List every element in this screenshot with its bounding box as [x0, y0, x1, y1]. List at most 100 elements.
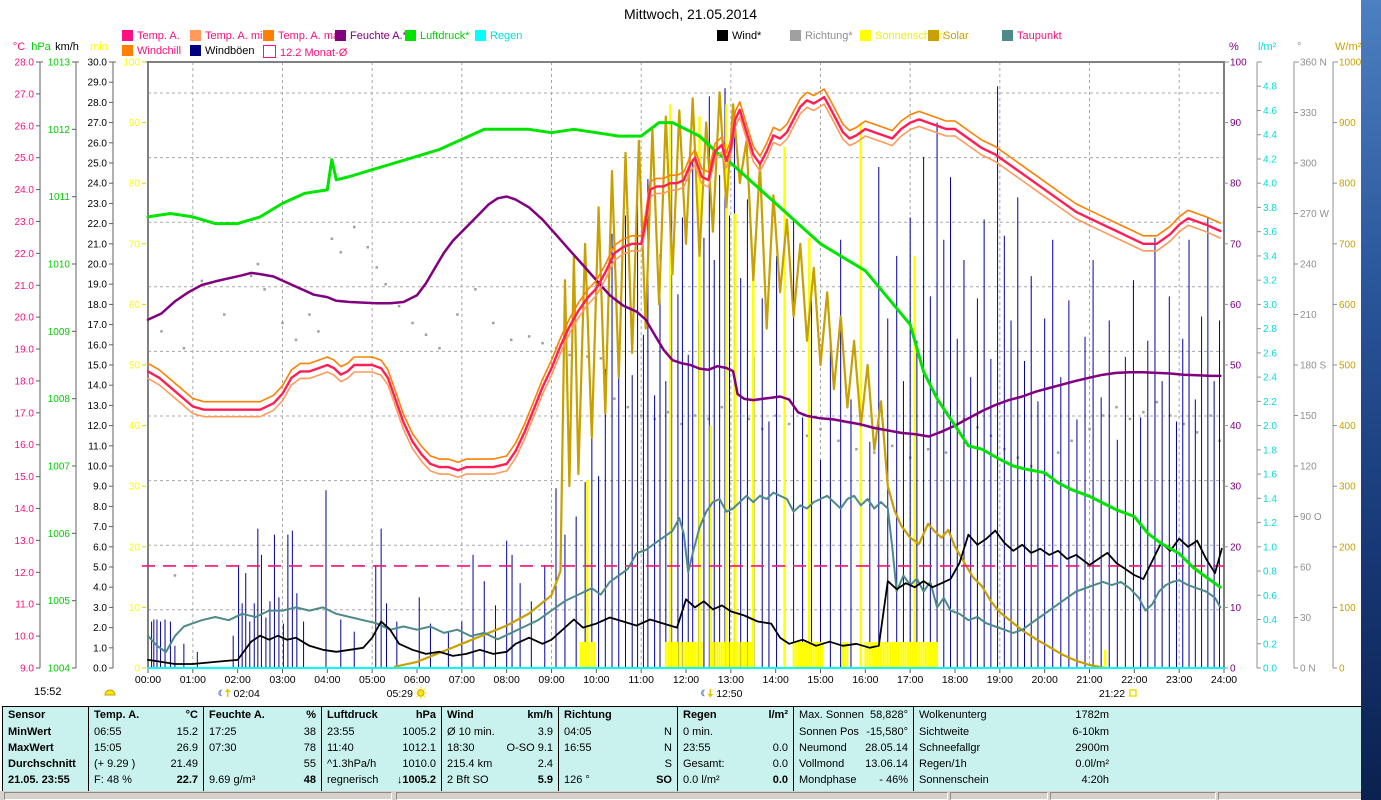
svg-text:1000: 1000	[1339, 58, 1362, 69]
svg-text:7.0: 7.0	[93, 522, 107, 533]
legend-item: Windböen	[190, 45, 255, 57]
legend-swatch-icon	[190, 45, 201, 56]
svg-text:30: 30	[1230, 482, 1242, 493]
svg-text:25.0: 25.0	[88, 159, 108, 170]
svg-text:50: 50	[1230, 361, 1242, 372]
table-row: Schneefallgr 2900m	[919, 742, 1109, 754]
svg-text:4.8: 4.8	[1263, 82, 1277, 93]
table-row: Vollmond 13.06.14	[799, 758, 908, 770]
table-column: Luftdruck hPa 23:55 1005.2 11:40 1012.1 ^1.3hP…	[322, 707, 442, 791]
richtung-series	[160, 225, 1221, 577]
svg-text:4.6: 4.6	[1263, 106, 1277, 117]
svg-text:1011: 1011	[48, 192, 70, 203]
svg-text:22:00: 22:00	[1121, 674, 1147, 686]
svg-text:3.6: 3.6	[1263, 227, 1277, 238]
windböen-series	[151, 86, 1221, 668]
svg-text:1.0: 1.0	[93, 643, 107, 654]
svg-text:00:00: 00:00	[135, 674, 161, 686]
table-row: Neumond 28.05.14	[799, 742, 908, 754]
svg-text:3.0: 3.0	[93, 603, 107, 614]
svg-text:20: 20	[1230, 542, 1242, 553]
svg-text:60: 60	[1300, 563, 1312, 574]
status-panel	[1218, 792, 1376, 800]
svg-text:07:00: 07:00	[449, 674, 475, 686]
table-row: MinWert	[8, 726, 52, 738]
table-row: (+ 9.29 ) 21.49	[94, 758, 198, 770]
svg-text:24.0: 24.0	[15, 185, 35, 196]
svg-text:28.0: 28.0	[15, 58, 35, 69]
svg-text:6.0: 6.0	[93, 542, 107, 553]
svg-text:19.0: 19.0	[88, 280, 108, 291]
svg-text:150: 150	[1300, 411, 1317, 422]
table-row: Regen/1h 0.0l/m²	[919, 758, 1109, 770]
svg-text:40: 40	[129, 421, 141, 432]
svg-text:2.6: 2.6	[1263, 348, 1277, 359]
svg-text:10:00: 10:00	[583, 674, 609, 686]
status-panel	[4, 792, 392, 800]
svg-text:15.0: 15.0	[15, 472, 35, 483]
temp-a--series	[146, 95, 1222, 472]
status-bar	[0, 791, 1381, 800]
legend-item: Taupunkt	[1002, 30, 1062, 42]
svg-text:°C: °C	[13, 41, 25, 53]
table-row: 215.4 km 2.4	[447, 758, 553, 770]
svg-text:5.0: 5.0	[93, 563, 107, 574]
table-row: 55	[303, 758, 316, 770]
svg-text:360 N: 360 N	[1300, 58, 1327, 69]
svg-text:22.0: 22.0	[15, 249, 35, 260]
svg-text:25.0: 25.0	[15, 153, 35, 164]
svg-text:W/m²: W/m²	[1335, 41, 1362, 53]
svg-text:22.0: 22.0	[88, 219, 108, 230]
svg-text:100: 100	[1230, 58, 1247, 69]
legend-label: Temp. A.	[137, 30, 180, 42]
legend-label: Windchill	[137, 45, 182, 57]
legend-swatch-icon	[717, 30, 728, 41]
svg-text:06:00: 06:00	[404, 674, 430, 686]
svg-text:180 S: 180 S	[1300, 361, 1326, 372]
svg-text:10.0: 10.0	[88, 462, 108, 473]
svg-text:16:00: 16:00	[852, 674, 878, 686]
table-row: 07:30 78	[209, 742, 316, 754]
svg-text:28.0: 28.0	[88, 98, 108, 109]
svg-text:min: min	[90, 41, 108, 53]
svg-text:100: 100	[1339, 603, 1356, 614]
table-row: Sichtweite 6-10km	[919, 726, 1109, 738]
svg-text:0.0: 0.0	[93, 664, 107, 675]
table-row: Sensor	[8, 709, 46, 721]
svg-text:l/m²: l/m²	[1258, 41, 1277, 53]
svg-text:20:00: 20:00	[1032, 674, 1058, 686]
legend-swatch-icon	[190, 30, 201, 41]
svg-text:3.8: 3.8	[1263, 203, 1277, 214]
time-axis: 00:00 01:00 02:00 03:00 04:00 05:00 06:00 07:00…	[135, 668, 1237, 686]
table-column: Feuchte A.% 17:25 38 07:30 78 55 9.69 g/m³ 48	[204, 707, 322, 791]
table-row: Ø 10 min. 3.9	[447, 726, 553, 738]
status-panel	[1050, 792, 1216, 800]
svg-text:1.4: 1.4	[1263, 494, 1277, 505]
solar-series	[393, 91, 1104, 669]
svg-text:1005: 1005	[48, 596, 71, 607]
table-row: 17:25 38	[209, 726, 316, 738]
svg-text:17:00: 17:00	[897, 674, 923, 686]
svg-text:14.0: 14.0	[88, 381, 108, 392]
legend-swatch-icon	[122, 30, 133, 41]
svg-text:80: 80	[1230, 179, 1242, 190]
svg-text:3.4: 3.4	[1263, 251, 1277, 262]
svg-text:3.0: 3.0	[1263, 300, 1277, 311]
legend-swatch-icon	[122, 45, 133, 56]
table-row: Max. Sonnen 58,828°	[799, 709, 908, 721]
svg-text:0.2: 0.2	[1263, 639, 1277, 650]
svg-text:1.2: 1.2	[1263, 518, 1277, 529]
svg-text:03:00: 03:00	[269, 674, 295, 686]
svg-text:4.4: 4.4	[1263, 130, 1277, 141]
table-column: Max. Sonnen 58,828° Sonnen Pos -15,580° Neum…	[794, 707, 914, 791]
svg-text:23.0: 23.0	[88, 199, 108, 210]
summary-table: Sensor MinWert MaxWert Durchschnitt 21.05. 2…	[2, 706, 1376, 792]
svg-text:15.0: 15.0	[88, 361, 108, 372]
svg-text:300: 300	[1339, 482, 1356, 493]
svg-text:16.0: 16.0	[88, 340, 108, 351]
table-row: 18:30 O-SO 9.1	[447, 742, 553, 754]
legend-label: Windböen	[205, 45, 255, 57]
axes: °C 28.0 27.0 26.0 25.0 24.0 23.0 22.0 21.0 20.0 19…	[13, 41, 1362, 675]
svg-text:40: 40	[1230, 421, 1242, 432]
